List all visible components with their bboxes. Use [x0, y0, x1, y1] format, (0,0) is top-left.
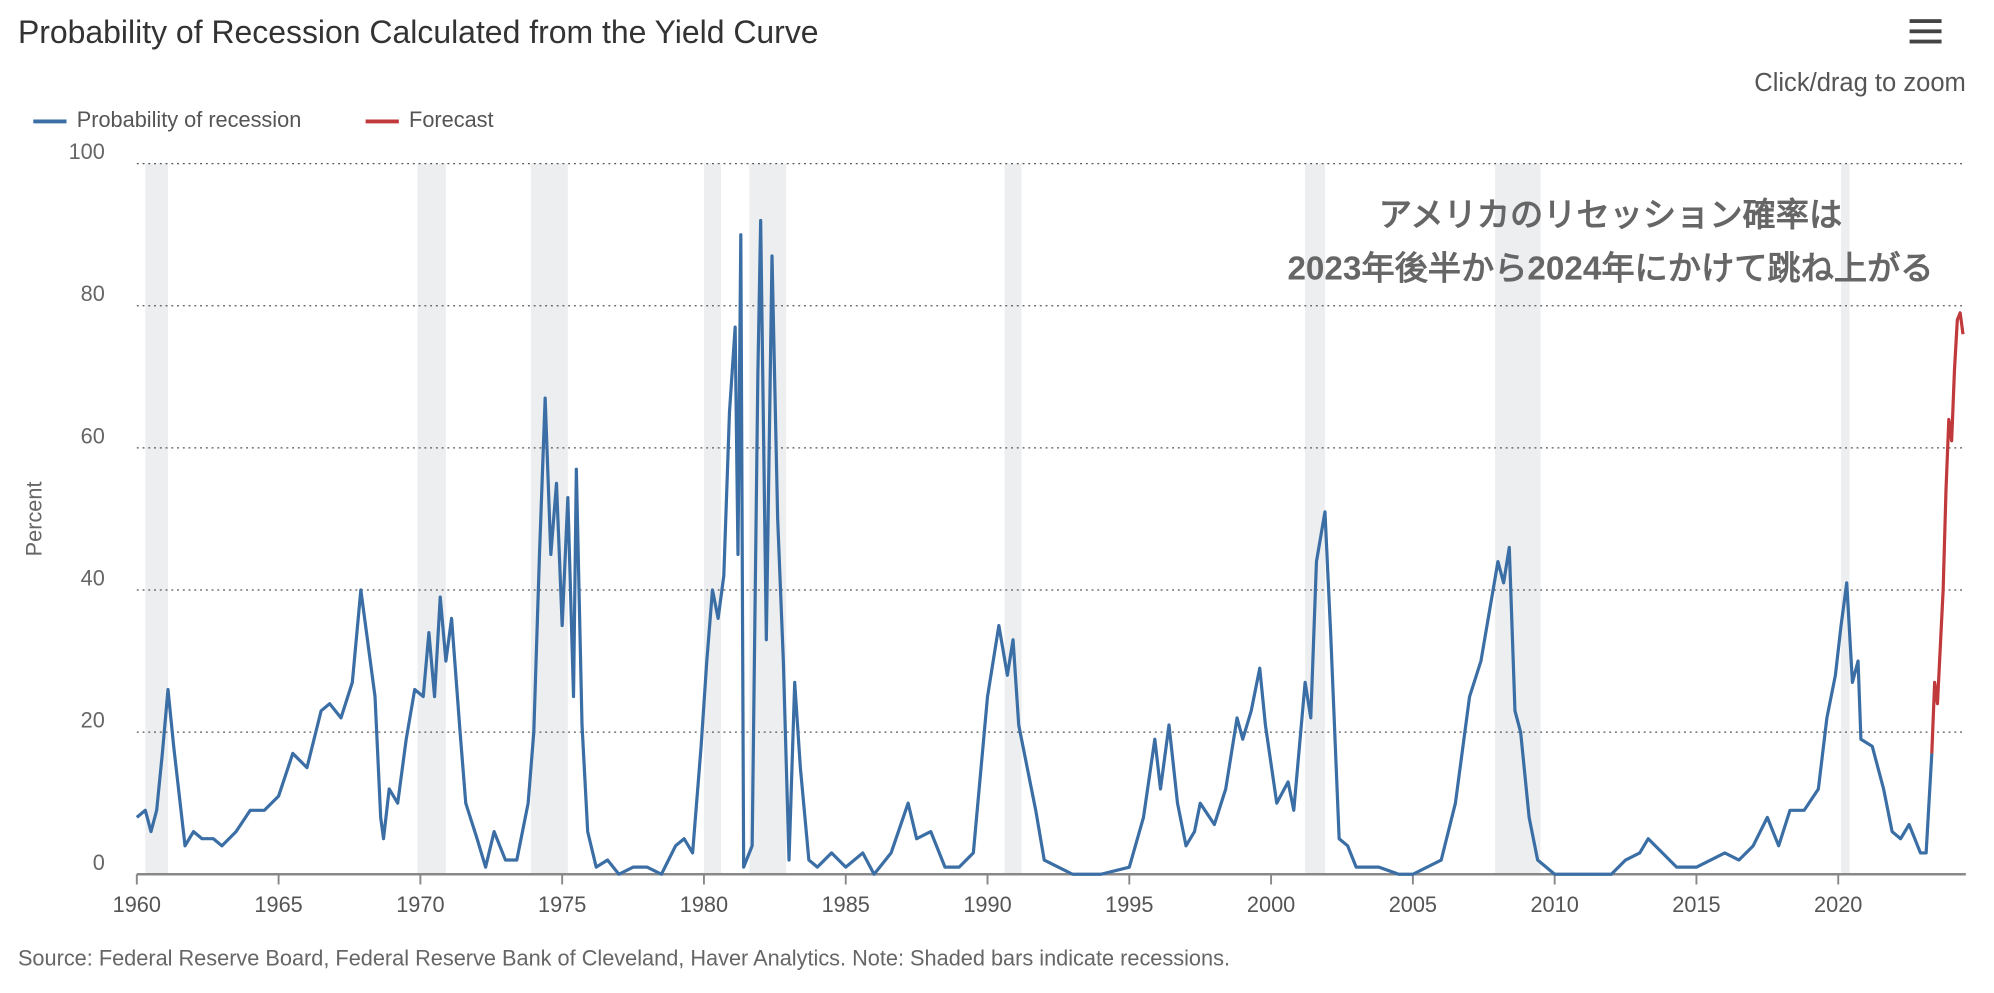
x-tick-label: 1990 [963, 892, 1011, 917]
x-tick-label: 1970 [396, 892, 444, 917]
x-tick-label: 2015 [1672, 892, 1720, 917]
x-tick-label: 1965 [254, 892, 302, 917]
y-tick-label: 20 [81, 708, 105, 733]
recession-band [703, 163, 721, 875]
y-tick-label: 40 [81, 565, 105, 590]
x-tick-label: 2000 [1247, 892, 1295, 917]
x-tick-label: 1960 [113, 892, 161, 917]
series-line [1930, 311, 1965, 754]
chart-title: Probability of Recession Calculated from… [18, 14, 819, 50]
x-tick-label: 1980 [680, 892, 728, 917]
y-tick-label: 80 [81, 281, 105, 306]
x-tick-label: 2005 [1389, 892, 1437, 917]
y-tick-label: 100 [69, 139, 105, 164]
y-tick-label: 60 [81, 423, 105, 448]
series-line [135, 218, 1934, 876]
annotation: アメリカのリセッション確率は [1379, 197, 1842, 234]
plot-area: 0 20 40 60 80 100 1960 1965 1970 1975 1980 1985 1990… [69, 139, 1966, 917]
recession-band [1495, 163, 1541, 875]
recession-band [145, 163, 169, 875]
x-tick-label: 1995 [1105, 892, 1153, 917]
legend-label: Probability of recession [77, 107, 302, 132]
recession-band [1841, 163, 1850, 875]
menu-button[interactable] [1901, 12, 1948, 54]
x-tick-label: 1975 [538, 892, 586, 917]
recession-band [417, 163, 446, 875]
zoom-hint: Click/drag to zoom [1754, 69, 1966, 97]
y-tick-label: 0 [93, 850, 105, 875]
x-tick-label: 2010 [1530, 892, 1578, 917]
legend-label: Forecast [409, 107, 494, 132]
x-tick-label: 2020 [1814, 892, 1862, 917]
annotation: 2023年後半から2024年にかけて跳ね上がる [1287, 251, 1933, 288]
recession-band [1004, 163, 1022, 875]
source-note: Source: Federal Reserve Board, Federal R… [18, 946, 1230, 971]
y-axis-label: Percent [22, 481, 47, 556]
x-tick-label: 1985 [822, 892, 870, 917]
